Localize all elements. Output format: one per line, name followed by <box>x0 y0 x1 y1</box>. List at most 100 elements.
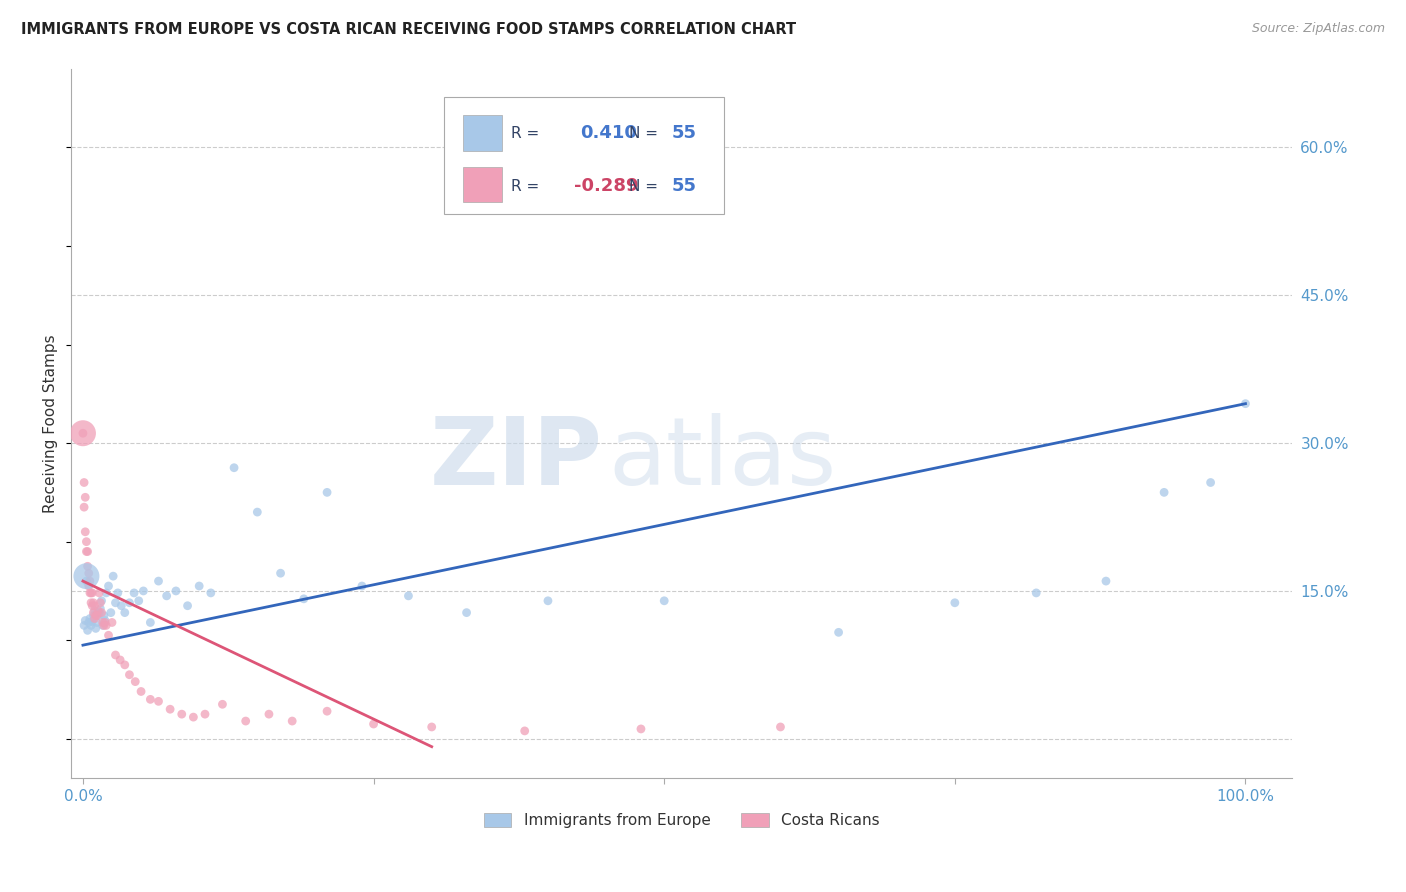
Text: 55: 55 <box>672 125 697 143</box>
Point <box>1199 475 1222 490</box>
Point <box>652 594 675 608</box>
Point <box>82 596 104 610</box>
Point <box>73 500 96 515</box>
Point <box>398 589 420 603</box>
Point <box>84 621 107 635</box>
Point <box>159 702 181 716</box>
Point <box>80 586 103 600</box>
Y-axis label: Receiving Food Stamps: Receiving Food Stamps <box>44 334 58 513</box>
Point <box>75 524 97 539</box>
Point <box>89 606 111 620</box>
Point <box>183 710 205 724</box>
Point <box>129 684 152 698</box>
Point <box>91 615 114 630</box>
Point <box>537 594 560 608</box>
FancyBboxPatch shape <box>463 115 502 151</box>
Point <box>292 591 315 606</box>
Point <box>76 544 98 558</box>
Point <box>188 579 211 593</box>
Point <box>122 586 145 600</box>
Point <box>222 460 245 475</box>
Point <box>139 692 162 706</box>
Text: Source: ZipAtlas.com: Source: ZipAtlas.com <box>1251 22 1385 36</box>
Point <box>124 674 146 689</box>
Point <box>943 596 966 610</box>
Point <box>114 657 136 672</box>
FancyBboxPatch shape <box>444 97 724 214</box>
Point <box>82 615 104 629</box>
Point <box>281 714 304 728</box>
Point <box>94 615 117 630</box>
Point <box>73 475 96 490</box>
Point <box>128 594 150 608</box>
Point <box>72 426 94 441</box>
Legend: Immigrants from Europe, Costa Ricans: Immigrants from Europe, Costa Ricans <box>478 807 886 834</box>
Point <box>104 596 127 610</box>
Point <box>83 611 105 625</box>
Text: R =: R = <box>510 126 538 141</box>
Point <box>82 599 104 613</box>
Point <box>94 614 117 628</box>
Point <box>75 574 97 588</box>
Point <box>75 544 97 558</box>
Point <box>93 608 115 623</box>
Point <box>769 720 792 734</box>
Point <box>211 698 233 712</box>
Point <box>100 606 122 620</box>
Point <box>76 559 98 574</box>
Point <box>104 648 127 662</box>
Point <box>107 586 129 600</box>
Point <box>316 485 339 500</box>
Point <box>89 586 111 600</box>
Point <box>89 596 111 610</box>
Point <box>87 608 110 623</box>
Point <box>79 574 101 588</box>
Point <box>1095 574 1118 588</box>
Point <box>101 615 124 630</box>
Text: -0.289: -0.289 <box>574 178 638 195</box>
Point <box>156 589 179 603</box>
Point <box>75 614 97 628</box>
Point <box>101 569 124 583</box>
Text: atlas: atlas <box>609 413 837 505</box>
Point <box>1025 586 1047 600</box>
Point <box>91 618 114 632</box>
Text: 0.410: 0.410 <box>581 125 637 143</box>
Point <box>1153 485 1175 500</box>
Text: N =: N = <box>628 178 658 194</box>
Point <box>110 599 132 613</box>
Point <box>270 566 292 581</box>
FancyBboxPatch shape <box>463 167 502 202</box>
Point <box>630 722 652 736</box>
Point <box>75 534 97 549</box>
Point <box>420 720 443 734</box>
Point <box>83 604 105 618</box>
Text: 55: 55 <box>672 178 697 195</box>
Point <box>83 599 105 613</box>
Text: N =: N = <box>628 126 658 141</box>
Point <box>80 618 103 632</box>
Point <box>148 574 170 588</box>
Text: ZIP: ZIP <box>429 413 602 505</box>
Point <box>97 579 120 593</box>
Point <box>96 586 118 600</box>
Point <box>80 596 103 610</box>
Text: IMMIGRANTS FROM EUROPE VS COSTA RICAN RECEIVING FOOD STAMPS CORRELATION CHART: IMMIGRANTS FROM EUROPE VS COSTA RICAN RE… <box>21 22 796 37</box>
Point <box>132 583 155 598</box>
Point <box>76 624 98 638</box>
Point <box>73 618 96 632</box>
Text: R =: R = <box>510 178 538 194</box>
Point <box>114 606 136 620</box>
Point <box>513 723 536 738</box>
Point <box>176 599 198 613</box>
Point <box>97 628 120 642</box>
Point <box>87 604 110 618</box>
Point <box>246 505 269 519</box>
Point <box>316 704 339 718</box>
Point <box>257 707 280 722</box>
Point <box>139 615 162 630</box>
Point <box>148 694 170 708</box>
Point <box>75 491 97 505</box>
Point <box>363 717 385 731</box>
Point <box>170 707 193 722</box>
